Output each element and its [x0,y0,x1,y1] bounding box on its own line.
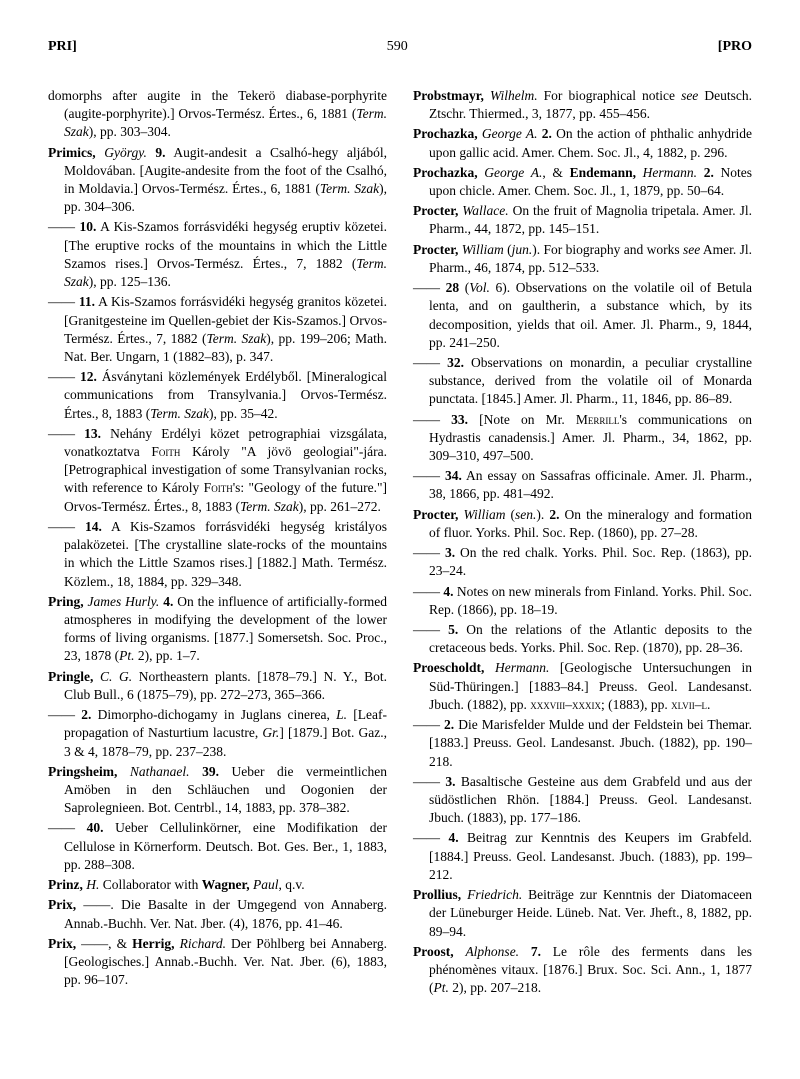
header-right: [PRO [718,38,752,57]
bibliography-entry: —— 34. An essay on Sassafras officinale.… [413,467,752,503]
bibliography-entry: Pring, James Hurly. 4. On the influence … [48,593,387,666]
bibliography-entry: —— 32. Observations on monardin, a pecul… [413,354,752,409]
bibliography-entry: —— 10. A Kis-Szamos forrásvidéki hegység… [48,218,387,291]
bibliography-entry: Prochazka, George A., & Endemann, Herman… [413,164,752,200]
bibliography-entry: —— 33. [Note on Mr. Merrill's communicat… [413,411,752,466]
bibliography-entry: —— 2. Dimorpho-dichogamy in Juglans cine… [48,706,387,761]
bibliography-entry: Prix, ——. Die Basalte in der Umgegend vo… [48,896,387,932]
bibliography-entry: —— 4. Notes on new minerals from Finland… [413,583,752,619]
bibliography-entry: Pringsheim, Nathanael. 39. Ueber die ver… [48,763,387,818]
bibliography-entry: —— 40. Ueber Cellulinkörner, eine Modifi… [48,819,387,874]
bibliography-entry: Procter, William (jun.). For biography a… [413,241,752,277]
page-number: 590 [387,38,408,57]
bibliography-entry: Prochazka, George A. 2. On the action of… [413,125,752,161]
bibliography-entry: —— 2. Die Marisfelder Mulde und der Feld… [413,716,752,771]
bibliography-entry: Proescholdt, Hermann. [Geologische Unter… [413,659,752,714]
bibliography-entry: —— 5. On the relations of the Atlantic d… [413,621,752,657]
bibliography-entry: Procter, Wallace. On the fruit of Magnol… [413,202,752,238]
bibliography-entry: —— 4. Beitrag zur Kenntnis des Keupers i… [413,829,752,884]
bibliography-entry: Probstmayr, Wilhelm. For biographical no… [413,87,752,123]
bibliography-entry: Pringle, C. G. Northeastern plants. [187… [48,668,387,704]
header-left: PRI] [48,38,77,57]
bibliography-entry: Prinz, H. Collaborator with Wagner, Paul… [48,876,387,894]
bibliography-entry: Proost, Alphonse. 7. Le rôle des ferment… [413,943,752,998]
text-columns: domorphs after augite in the Tekerö diab… [48,87,752,998]
bibliography-entry: —— 11. A Kis-Szamos forrásvidéki hegység… [48,293,387,366]
bibliography-entry: Prix, ——, & Herrig, Richard. Der Pöhlber… [48,935,387,990]
bibliography-entry: Prollius, Friedrich. Beiträge zur Kenntn… [413,886,752,941]
bibliography-entry: —— 14. A Kis-Szamos forrásvidéki hegység… [48,518,387,591]
bibliography-entry: —— 12. Ásványtani közlemények Erdélyből.… [48,368,387,423]
page-header: PRI] 590 [PRO [48,38,752,57]
bibliography-entry: Procter, William (sen.). 2. On the miner… [413,506,752,542]
bibliography-entry: —— 13. Nehány Erdélyi közet petrographia… [48,425,387,516]
bibliography-entry: Primics, György. 9. Augit-andesit a Csal… [48,144,387,217]
bibliography-entry: domorphs after augite in the Tekerö diab… [48,87,387,142]
bibliography-entry: —— 28 (Vol. 6). Observations on the vola… [413,279,752,352]
bibliography-entry: —— 3. On the red chalk. Yorks. Phil. Soc… [413,544,752,580]
bibliography-entry: —— 3. Basaltische Gesteine aus dem Grabf… [413,773,752,828]
